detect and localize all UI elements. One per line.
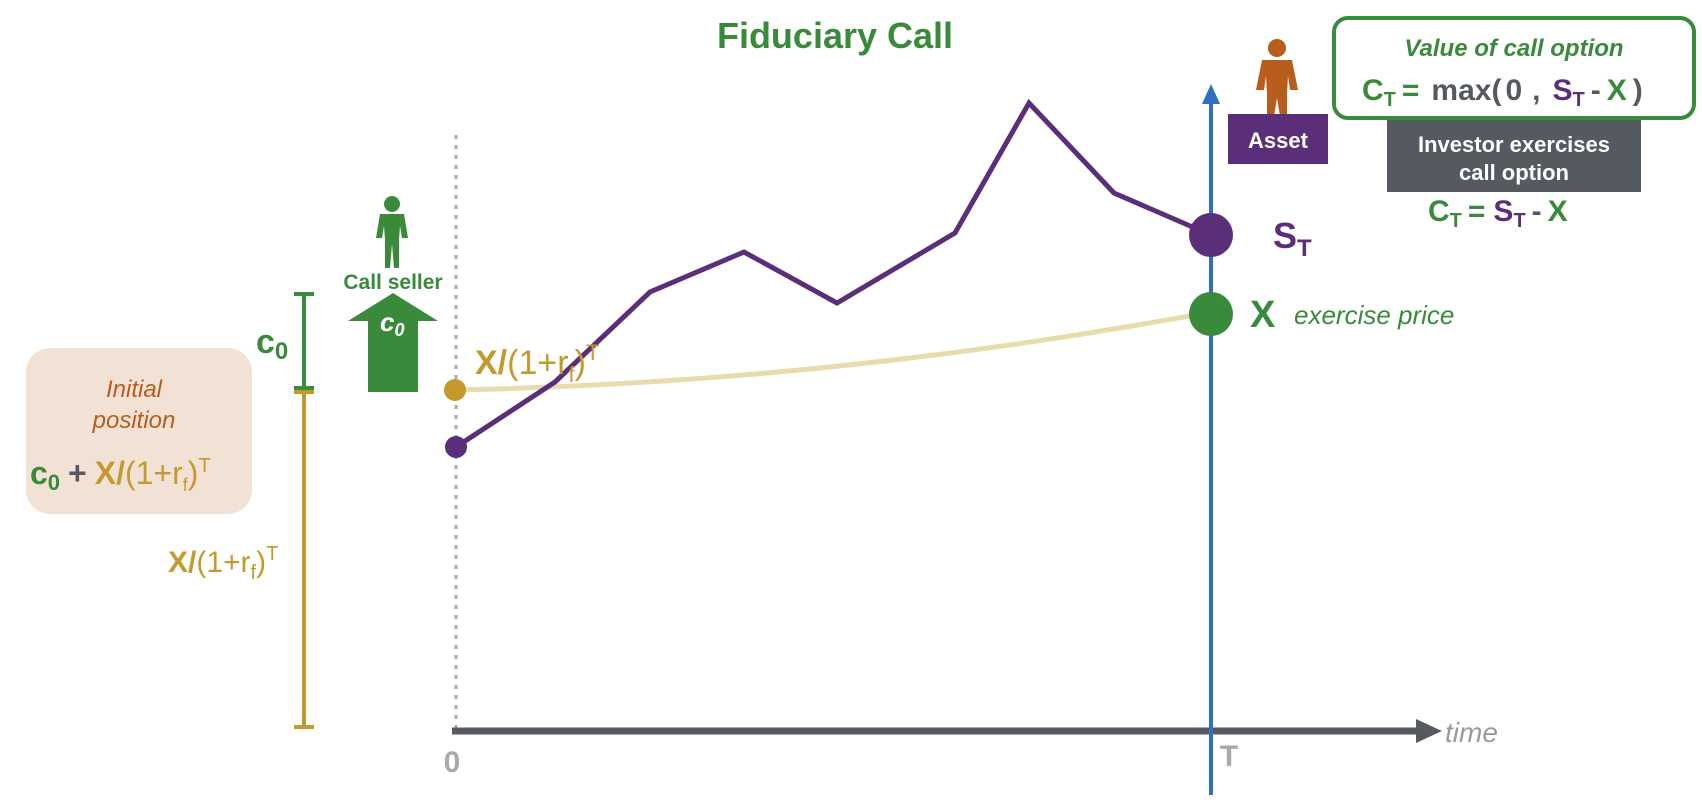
- value-of-call-formula: CT = max(0, ST - X): [1362, 74, 1643, 111]
- asset-price-path: [454, 98, 1212, 450]
- call-seller-arrow: [348, 293, 438, 392]
- maturity-label: T: [1220, 740, 1238, 773]
- investor-exercises-line1: Investor exercises: [1418, 132, 1610, 157]
- value-of-call-title: Value of call option: [1404, 35, 1623, 62]
- initial-position-line2: position: [92, 407, 176, 434]
- pv-bracket-label: X/(1+rf)T: [168, 543, 278, 584]
- pv-curve-label: X/(1+rf)T: [475, 340, 599, 387]
- asset-holder-person-icon: [1256, 39, 1298, 116]
- pv-start-dot: [444, 379, 466, 401]
- call-seller-arrow-label: c0: [380, 307, 404, 340]
- call-seller-person-icon: [376, 196, 408, 268]
- investor-exercises-box: [1387, 118, 1641, 192]
- initial-position-formula: c0 + X/(1+rf)T: [30, 455, 211, 495]
- asset-start-dot: [445, 436, 467, 458]
- x-dot: [1189, 292, 1233, 336]
- st-label: ST: [1273, 215, 1312, 262]
- pv-exercise-price-curve: [454, 311, 1201, 393]
- st-dot: [1189, 213, 1233, 257]
- asset-box: [1228, 114, 1328, 164]
- initial-position-box: [26, 348, 252, 514]
- exercise-formula: CT = ST - X: [1428, 195, 1568, 232]
- x-label: X: [1250, 294, 1276, 336]
- investor-exercises-line2: call option: [1459, 160, 1569, 185]
- c0-bracket-label: c0: [256, 323, 288, 365]
- origin-label: 0: [444, 746, 461, 779]
- call-seller-label: Call seller: [343, 271, 442, 294]
- initial-position-line1: Initial: [106, 376, 163, 403]
- maturity-axis-arrowhead: [1202, 84, 1220, 104]
- time-axis-label: time: [1445, 717, 1498, 748]
- value-of-call-box: [1332, 16, 1696, 120]
- asset-label: Asset: [1248, 128, 1309, 153]
- exercise-price-label: exercise price: [1294, 300, 1454, 330]
- page-title: Fiduciary Call: [717, 15, 953, 56]
- time-axis-arrowhead: [1416, 719, 1442, 743]
